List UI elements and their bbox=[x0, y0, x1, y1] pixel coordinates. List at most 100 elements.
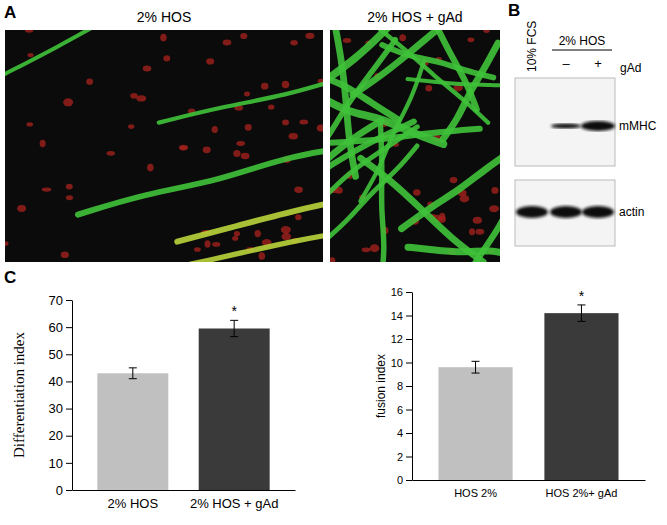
tick-label: 12 bbox=[391, 333, 403, 345]
nucleus bbox=[66, 195, 73, 200]
error-bar-cap bbox=[129, 378, 137, 379]
nucleus bbox=[259, 252, 266, 260]
nucleus bbox=[233, 150, 240, 157]
tick-mark bbox=[406, 339, 412, 340]
nucleus bbox=[254, 230, 260, 237]
y-tick: 4 bbox=[397, 427, 412, 439]
nucleus bbox=[160, 34, 166, 42]
tick-label: 16 bbox=[391, 286, 403, 298]
error-bar-cap bbox=[577, 321, 585, 322]
nucleus bbox=[25, 30, 33, 33]
nucleus bbox=[282, 81, 289, 89]
myotube bbox=[177, 183, 323, 241]
significance-mark: * bbox=[231, 303, 237, 319]
error-bar-cap bbox=[129, 367, 137, 368]
nucleus bbox=[305, 33, 314, 39]
tick-label: 2% HOS + gAd bbox=[190, 496, 279, 511]
nucleus bbox=[295, 214, 301, 220]
nucleus bbox=[299, 120, 308, 125]
nucleus bbox=[241, 153, 250, 160]
nucleus bbox=[290, 40, 297, 45]
y-axis-title: fusion index bbox=[374, 354, 388, 418]
image-background bbox=[5, 30, 323, 262]
y-tick: 0 bbox=[397, 474, 412, 486]
error-bar-cap bbox=[230, 320, 238, 321]
tick-label: 6 bbox=[397, 404, 403, 416]
blot-label: mMHC bbox=[619, 119, 657, 133]
tick-mark bbox=[406, 316, 412, 317]
nucleus bbox=[163, 55, 170, 61]
tick-mark bbox=[66, 300, 72, 301]
myotube bbox=[408, 247, 500, 256]
blot-band bbox=[582, 206, 614, 218]
error-bar-stem bbox=[475, 361, 476, 373]
y-tick: 16 bbox=[391, 286, 412, 298]
group-underline bbox=[552, 50, 612, 51]
tick-mark bbox=[406, 386, 412, 387]
nucleus bbox=[294, 187, 303, 193]
nucleus bbox=[136, 95, 146, 101]
tick-label: 10 bbox=[49, 456, 63, 471]
y-tick: 8 bbox=[397, 380, 412, 392]
tick-label: 0 bbox=[56, 483, 63, 498]
nucleus bbox=[232, 236, 238, 241]
y-tick: 40 bbox=[49, 374, 72, 389]
tick-mark bbox=[406, 480, 412, 481]
blot-membrane bbox=[515, 180, 615, 246]
nucleus bbox=[17, 205, 26, 212]
y-tick: 30 bbox=[49, 401, 72, 416]
blot-band bbox=[551, 124, 581, 129]
panel-label: C bbox=[4, 268, 16, 287]
image-title: 2% HOS bbox=[137, 9, 191, 25]
error-bar bbox=[577, 305, 585, 321]
nucleus bbox=[66, 184, 73, 190]
nucleus bbox=[143, 65, 152, 71]
blot-band bbox=[581, 121, 615, 131]
nucleus bbox=[362, 247, 371, 252]
nucleus bbox=[370, 244, 379, 252]
nucleus bbox=[268, 104, 275, 109]
nucleus bbox=[245, 124, 252, 131]
tick-mark bbox=[66, 490, 72, 491]
y-tick: 70 bbox=[49, 293, 72, 308]
tick-label: 2% HOS bbox=[108, 496, 159, 511]
nucleus bbox=[343, 38, 351, 43]
nucleus bbox=[234, 231, 240, 236]
blot-band bbox=[550, 206, 582, 218]
tick-mark bbox=[66, 409, 72, 410]
tick-label: 14 bbox=[391, 310, 403, 322]
nucleus bbox=[413, 189, 421, 195]
panel-label: B bbox=[508, 1, 520, 20]
tick-label: 8 bbox=[397, 380, 403, 392]
error-bar-stem bbox=[581, 305, 582, 321]
nucleus bbox=[282, 120, 289, 126]
nucleus bbox=[473, 217, 482, 224]
tick-label: HOS 2% bbox=[454, 487, 497, 499]
myotube bbox=[330, 53, 398, 120]
tick-label: 20 bbox=[49, 428, 63, 443]
myotube bbox=[122, 230, 323, 262]
treatment-label: gAd bbox=[620, 61, 641, 75]
blot-band bbox=[516, 206, 548, 218]
x-tick: 2% HOS + gAd bbox=[190, 496, 279, 511]
nucleus bbox=[282, 233, 292, 241]
nucleus bbox=[179, 145, 188, 150]
nucleus bbox=[223, 40, 232, 46]
y-tick: 20 bbox=[49, 428, 72, 443]
tick-mark bbox=[66, 463, 72, 464]
nucleus bbox=[467, 37, 474, 42]
error-bar-cap bbox=[472, 361, 480, 362]
bar bbox=[544, 313, 618, 480]
tick-label: 30 bbox=[49, 401, 63, 416]
tick-mark bbox=[66, 327, 72, 328]
tick-mark bbox=[406, 363, 412, 364]
nucleus bbox=[317, 124, 323, 131]
tick-label: 4 bbox=[397, 427, 403, 439]
x-axis: 2% HOS 2% HOS + gAd bbox=[73, 491, 296, 512]
y-tick: 60 bbox=[49, 320, 72, 335]
x-tick: HOS 2% bbox=[454, 487, 497, 499]
nucleus bbox=[130, 93, 137, 99]
nucleus bbox=[469, 228, 475, 235]
axis-line bbox=[73, 490, 296, 491]
nucleus bbox=[460, 195, 470, 202]
